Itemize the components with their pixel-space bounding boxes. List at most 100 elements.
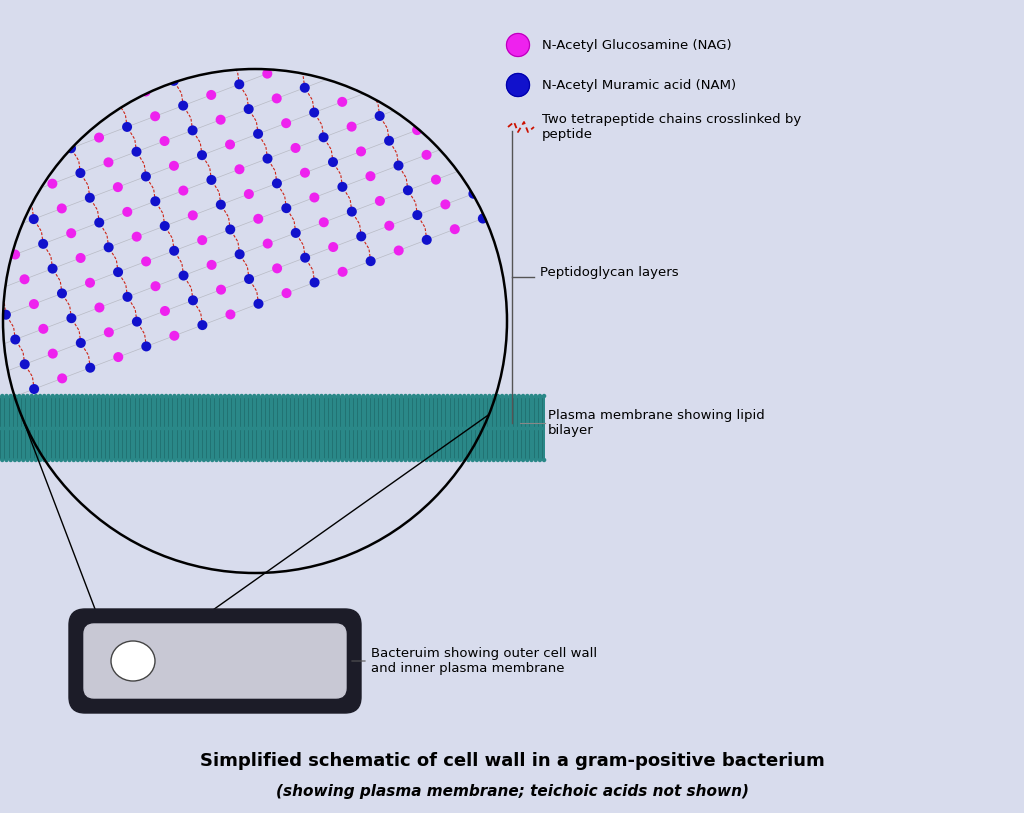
Circle shape — [22, 458, 26, 463]
Circle shape — [538, 458, 542, 463]
Point — [194, 149, 210, 162]
Circle shape — [126, 458, 130, 463]
Circle shape — [319, 393, 324, 398]
Point — [474, 42, 490, 55]
Circle shape — [521, 458, 525, 463]
Circle shape — [248, 458, 252, 463]
Point — [81, 21, 97, 34]
Point — [156, 50, 172, 63]
Circle shape — [8, 458, 13, 463]
Circle shape — [479, 458, 483, 463]
Point — [128, 230, 144, 243]
Circle shape — [466, 458, 471, 463]
Circle shape — [344, 393, 349, 398]
Circle shape — [336, 393, 341, 398]
Circle shape — [403, 393, 408, 398]
Point — [306, 21, 323, 34]
Circle shape — [483, 458, 487, 463]
Point — [475, 212, 492, 225]
Circle shape — [332, 458, 336, 463]
Text: Plasma membrane showing lipid
bilayer: Plasma membrane showing lipid bilayer — [548, 409, 765, 437]
Point — [26, 128, 42, 141]
Circle shape — [256, 458, 261, 463]
Point — [390, 159, 407, 172]
Circle shape — [50, 458, 55, 463]
Point — [147, 280, 164, 293]
Point — [175, 184, 191, 197]
Point — [16, 273, 33, 286]
Point — [184, 209, 201, 222]
Circle shape — [22, 393, 26, 398]
Point — [119, 206, 135, 219]
Point — [0, 393, 14, 406]
Circle shape — [507, 73, 529, 97]
Circle shape — [441, 393, 445, 398]
Point — [110, 11, 126, 24]
Point — [494, 92, 510, 105]
Point — [446, 223, 463, 236]
Point — [279, 202, 295, 215]
Circle shape — [370, 393, 374, 398]
Point — [119, 120, 135, 133]
Point — [306, 191, 323, 204]
Circle shape — [4, 458, 8, 463]
Circle shape — [176, 393, 181, 398]
Point — [204, 259, 220, 272]
Circle shape — [386, 458, 391, 463]
Point — [26, 42, 42, 55]
Circle shape — [454, 458, 458, 463]
Circle shape — [374, 458, 378, 463]
Circle shape — [26, 393, 30, 398]
Circle shape — [534, 458, 538, 463]
Circle shape — [508, 393, 513, 398]
Point — [428, 173, 444, 186]
Point — [334, 95, 350, 108]
Circle shape — [416, 393, 420, 398]
Point — [6, 0, 23, 7]
Circle shape — [466, 393, 471, 398]
Circle shape — [176, 458, 181, 463]
Circle shape — [433, 458, 437, 463]
Point — [110, 350, 126, 363]
Point — [288, 226, 304, 239]
Circle shape — [483, 393, 487, 398]
Circle shape — [30, 458, 34, 463]
Circle shape — [500, 393, 504, 398]
Point — [82, 107, 98, 120]
Point — [315, 46, 332, 59]
Circle shape — [307, 393, 311, 398]
Circle shape — [214, 458, 219, 463]
Point — [278, 32, 294, 45]
Point — [230, 0, 247, 6]
Point — [7, 248, 24, 261]
Circle shape — [479, 393, 483, 398]
Point — [26, 212, 42, 225]
Point — [465, 187, 481, 200]
Circle shape — [366, 458, 370, 463]
Point — [381, 220, 397, 233]
Circle shape — [269, 458, 273, 463]
Circle shape — [361, 458, 366, 463]
Circle shape — [244, 458, 248, 463]
Text: Simplified schematic of cell wall in a gram-positive bacterium: Simplified schematic of cell wall in a g… — [200, 752, 824, 770]
Text: N-Acetyl Glucosamine (NAG): N-Acetyl Glucosamine (NAG) — [542, 38, 731, 51]
Circle shape — [504, 458, 509, 463]
Point — [146, 24, 163, 37]
Circle shape — [105, 458, 110, 463]
Circle shape — [382, 458, 387, 463]
Point — [44, 92, 60, 105]
Point — [44, 177, 60, 190]
Point — [100, 71, 117, 84]
Point — [241, 18, 257, 31]
Point — [437, 28, 454, 41]
Point — [399, 99, 416, 112]
Circle shape — [114, 393, 118, 398]
Circle shape — [147, 393, 152, 398]
Point — [128, 146, 144, 159]
Point — [203, 173, 219, 186]
Point — [100, 241, 117, 254]
Point — [390, 0, 407, 2]
Point — [361, 0, 378, 13]
Circle shape — [264, 458, 269, 463]
Circle shape — [512, 458, 517, 463]
